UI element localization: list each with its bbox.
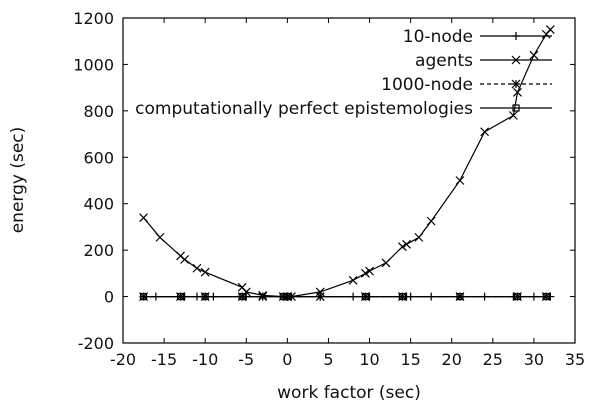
y-tick-label: 0 xyxy=(104,288,114,307)
x-tick-label: -5 xyxy=(238,350,254,369)
y-tick-label: -200 xyxy=(78,334,114,353)
y-tick-label: 600 xyxy=(83,148,114,167)
x-tick-label: 5 xyxy=(323,350,333,369)
x-tick-label: 30 xyxy=(524,350,544,369)
y-tick-label: 400 xyxy=(83,195,114,214)
data-point xyxy=(398,292,407,301)
data-point xyxy=(513,87,522,97)
x-tick-label: -10 xyxy=(192,350,218,369)
x-tick-label: 20 xyxy=(442,350,462,369)
data-point xyxy=(315,287,325,297)
data-point xyxy=(192,263,202,273)
data-point xyxy=(397,242,407,252)
data-point xyxy=(480,127,490,137)
data-point xyxy=(241,287,251,297)
data-point xyxy=(508,111,518,120)
series-line xyxy=(143,29,551,298)
data-point xyxy=(456,292,464,301)
legend-label: 10-node xyxy=(403,27,473,47)
data-point xyxy=(426,216,436,226)
legend-label: 1000-node xyxy=(381,75,473,95)
x-axis-title: work factor (sec) xyxy=(277,383,421,403)
data-point xyxy=(529,50,539,60)
legend-entry: computationally perfect epistemologies xyxy=(135,99,552,119)
x-tick-label: 35 xyxy=(565,350,585,369)
data-point xyxy=(155,232,165,242)
series-computationally-perfect-epistemologies xyxy=(139,292,550,301)
x-tick-label: 0 xyxy=(282,350,292,369)
data-point xyxy=(348,275,358,285)
x-tick-label: -15 xyxy=(151,350,177,369)
data-point xyxy=(139,213,148,223)
data-point xyxy=(258,290,268,300)
legend-marker xyxy=(511,55,521,65)
y-tick-label: 200 xyxy=(83,241,114,260)
data-point xyxy=(542,292,550,301)
data-point xyxy=(513,292,522,301)
legend-entry: 10-node xyxy=(403,27,552,47)
legend-marker xyxy=(512,32,520,40)
data-point xyxy=(365,266,374,276)
legend-entry: 1000-node xyxy=(381,75,552,95)
x-tick-label: 15 xyxy=(400,350,420,369)
axes: -20 -15 -10 -5 0 5 10 15 20 25 30 35 -200 0 200 400 600 8… xyxy=(73,9,585,369)
legend-label: agents xyxy=(415,51,473,71)
data-point xyxy=(139,292,148,301)
x-tick-label: 10 xyxy=(359,350,379,369)
data-point xyxy=(361,292,370,301)
plot-frame xyxy=(122,17,576,344)
y-tick-label: 1200 xyxy=(73,9,114,28)
data-point xyxy=(200,267,210,277)
x-tick-label: 25 xyxy=(483,350,503,369)
y-tick-label: 1000 xyxy=(73,55,114,74)
legend: 10-node agents 1000-node computationally pe… xyxy=(135,27,552,119)
y-axis-title: energy (sec) xyxy=(8,127,28,234)
data-point xyxy=(201,292,209,301)
plot-content xyxy=(139,25,555,301)
x-tick-label: -20 xyxy=(110,350,136,369)
data-point xyxy=(455,176,465,185)
data-point xyxy=(381,258,391,268)
legend-entry: agents xyxy=(415,51,552,71)
data-point xyxy=(402,239,411,249)
data-point xyxy=(278,292,288,301)
data-point xyxy=(180,255,190,264)
series-agents xyxy=(139,25,555,301)
data-point xyxy=(545,25,555,35)
legend-marker xyxy=(511,79,521,89)
data-point xyxy=(287,292,296,301)
legend-marker xyxy=(512,104,520,112)
data-point xyxy=(361,268,370,278)
data-point xyxy=(238,292,246,301)
y-tick-label: 800 xyxy=(83,102,114,121)
legend-label: computationally perfect epistemologies xyxy=(135,99,473,119)
data-point xyxy=(414,232,424,242)
data-point xyxy=(282,292,292,301)
data-point xyxy=(176,292,185,301)
